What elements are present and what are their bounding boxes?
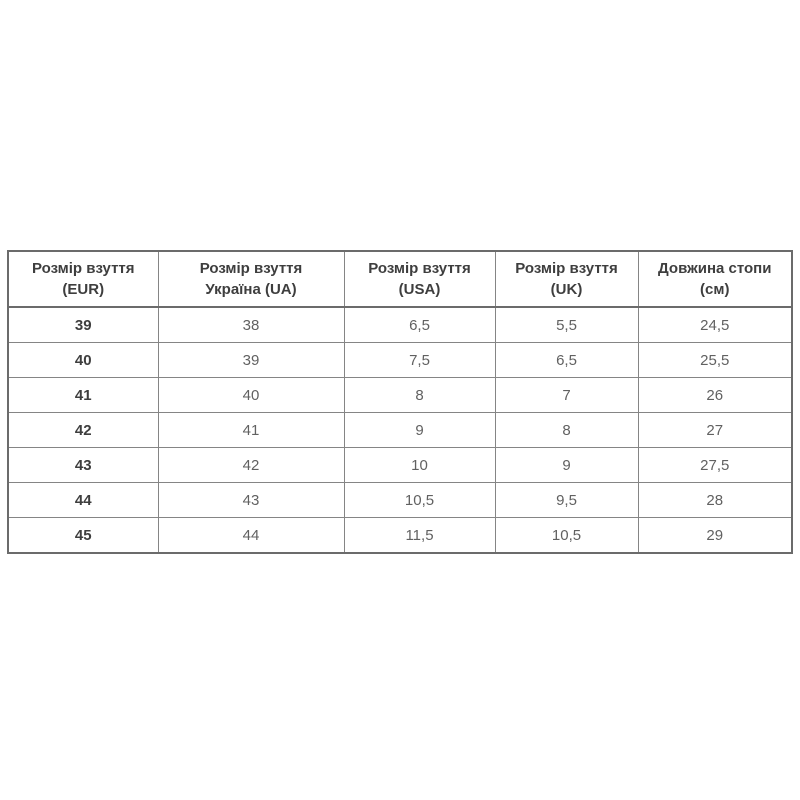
cell-usa: 11,5: [343, 517, 496, 554]
cell-ua: 44: [157, 517, 345, 554]
cell-ua: 41: [157, 412, 345, 448]
cell-eur: 42: [7, 412, 159, 448]
cell-eur: 44: [7, 482, 159, 518]
cell-uk: 5,5: [494, 306, 639, 343]
table-row: 41 40 8 7 26: [7, 377, 793, 413]
header-foot-length-line1: Довжина стопи: [658, 260, 772, 277]
cell-foot-length: 28: [637, 482, 793, 518]
cell-usa: 8: [343, 377, 496, 413]
cell-eur: 45: [7, 517, 159, 554]
header-ua-line1: Розмір взуття: [199, 260, 303, 277]
cell-eur: 39: [7, 306, 159, 343]
header-cell-foot-length: Довжина стопи (см): [637, 250, 793, 308]
cell-ua: 39: [157, 342, 345, 378]
table-row: 44 43 10,5 9,5 28: [7, 482, 793, 518]
cell-usa: 9: [343, 412, 496, 448]
cell-foot-length: 27,5: [637, 447, 793, 483]
header-cell-eur: Розмір взуття (EUR): [7, 250, 159, 308]
header-usa-line2: (USA): [398, 281, 441, 298]
cell-ua: 38: [157, 306, 345, 343]
header-ua-line2: Україна (UA): [205, 281, 297, 298]
header-eur-line2: (EUR): [62, 281, 105, 298]
table-row: 43 42 10 9 27,5: [7, 447, 793, 483]
cell-ua: 42: [157, 447, 345, 483]
header-cell-usa: Розмір взуття (USA): [343, 250, 496, 308]
cell-uk: 8: [494, 412, 639, 448]
table-row: 40 39 7,5 6,5 25,5: [7, 342, 793, 378]
header-cell-ua: Розмір взуття Україна (UA): [157, 250, 345, 308]
header-cell-uk: Розмір взуття (UK): [494, 250, 639, 308]
cell-foot-length: 29: [637, 517, 793, 554]
cell-uk: 6,5: [494, 342, 639, 378]
cell-usa: 10: [343, 447, 496, 483]
header-uk-line1: Розмір взуття: [515, 260, 618, 277]
table-body: 39 38 6,5 5,5 24,5 40 39 7,5 6,5 25,5 41…: [7, 306, 793, 554]
cell-uk: 9,5: [494, 482, 639, 518]
cell-ua: 43: [157, 482, 345, 518]
shoe-size-conversion-table: Розмір взуття (EUR) Розмір взуття Україн…: [7, 250, 793, 554]
cell-usa: 6,5: [343, 306, 496, 343]
cell-uk: 9: [494, 447, 639, 483]
header-eur-line1: Розмір взуття: [31, 260, 135, 277]
header-usa-line1: Розмір взуття: [368, 260, 471, 277]
cell-foot-length: 27: [637, 412, 793, 448]
table-row: 45 44 11,5 10,5 29: [7, 517, 793, 554]
cell-eur: 40: [7, 342, 159, 378]
cell-foot-length: 25,5: [637, 342, 793, 378]
cell-ua: 40: [157, 377, 345, 413]
cell-foot-length: 24,5: [637, 306, 793, 343]
cell-uk: 7: [494, 377, 639, 413]
table-header-row: Розмір взуття (EUR) Розмір взуття Україн…: [7, 250, 793, 308]
cell-eur: 43: [7, 447, 159, 483]
table-row: 39 38 6,5 5,5 24,5: [7, 306, 793, 343]
header-uk-line2: (UK): [550, 281, 583, 298]
table-row: 42 41 9 8 27: [7, 412, 793, 448]
cell-usa: 7,5: [343, 342, 496, 378]
cell-eur: 41: [7, 377, 159, 413]
header-foot-length-line2: (см): [700, 281, 730, 298]
cell-uk: 10,5: [494, 517, 639, 554]
cell-foot-length: 26: [637, 377, 793, 413]
cell-usa: 10,5: [343, 482, 496, 518]
